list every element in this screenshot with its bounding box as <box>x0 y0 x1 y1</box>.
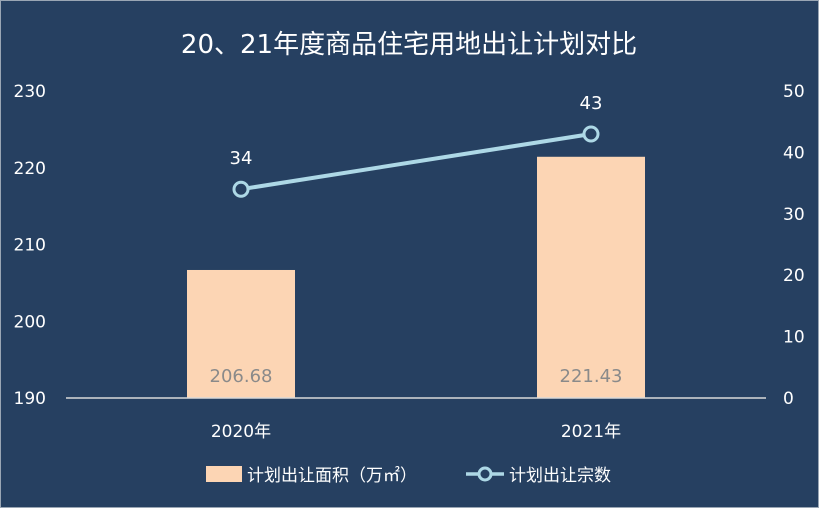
legend-line-label: 计划出让宗数 <box>509 466 611 486</box>
legend-bar-swatch <box>206 466 242 482</box>
left-tick-label: 190 <box>14 389 46 409</box>
legend-bar-label: 计划出让面积（万㎡） <box>247 466 417 486</box>
bar-series <box>187 156 645 398</box>
x-tick-label: 2020年 <box>211 422 271 442</box>
left-tick-label: 210 <box>14 236 46 256</box>
left-axis-ticks: 190 200 210 220 230 <box>14 82 46 409</box>
bar-value-labels: 206.68 221.43 <box>210 366 623 387</box>
line-value-label: 34 <box>230 148 253 169</box>
right-tick-label: 50 <box>783 82 805 102</box>
right-tick-label: 30 <box>783 205 805 225</box>
line-value-labels: 34 43 <box>230 93 603 169</box>
left-tick-label: 200 <box>14 312 46 332</box>
series-line <box>240 132 592 192</box>
legend-line-marker <box>477 466 493 482</box>
left-tick-label: 220 <box>14 159 46 179</box>
bar-value-label: 206.68 <box>210 366 273 387</box>
left-tick-label: 230 <box>14 82 46 102</box>
x-axis-ticks: 2020年 2021年 <box>211 422 621 442</box>
bar <box>537 156 645 398</box>
chart-title: 20、21年度商品住宅用地出让计划对比 <box>181 30 637 60</box>
line-series <box>232 125 600 198</box>
right-tick-label: 20 <box>783 266 805 286</box>
right-tick-label: 10 <box>783 328 805 348</box>
right-axis-ticks: 0 10 20 30 40 50 <box>783 82 805 409</box>
line-point <box>232 180 250 198</box>
bar <box>187 269 295 398</box>
bar-value-label: 221.43 <box>560 366 623 387</box>
right-tick-label: 40 <box>783 143 805 163</box>
line-value-label: 43 <box>580 93 603 114</box>
x-tick-label: 2021年 <box>561 422 621 442</box>
right-tick-label: 0 <box>783 389 794 409</box>
legend: 计划出让面积（万㎡） 计划出让宗数 <box>206 466 611 486</box>
line-point <box>582 125 600 143</box>
